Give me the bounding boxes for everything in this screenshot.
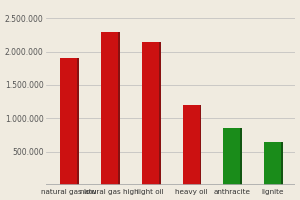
Bar xyxy=(103,32,120,185)
Bar xyxy=(60,58,77,185)
Bar xyxy=(62,58,79,185)
Bar xyxy=(143,42,161,185)
Bar xyxy=(184,105,201,185)
Bar xyxy=(266,142,283,185)
Bar xyxy=(264,142,281,185)
Bar xyxy=(183,105,200,185)
Bar xyxy=(101,32,118,185)
Bar xyxy=(225,128,242,185)
Bar xyxy=(142,42,159,185)
Bar xyxy=(224,128,241,185)
